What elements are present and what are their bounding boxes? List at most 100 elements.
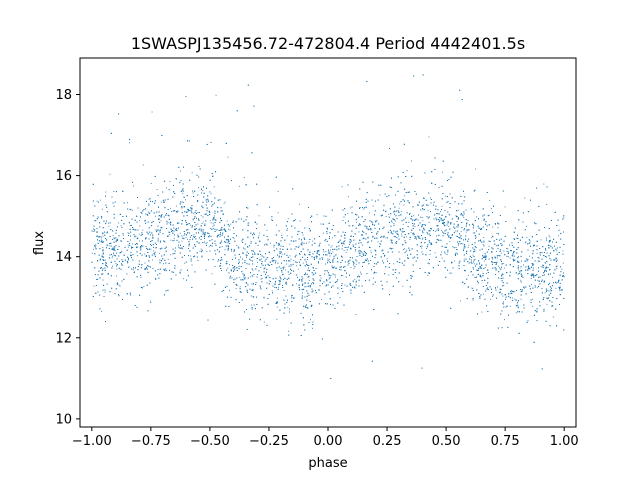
data-point	[117, 282, 118, 284]
data-point	[353, 268, 355, 270]
data-point	[393, 263, 395, 265]
data-point	[509, 305, 511, 307]
data-point	[331, 237, 333, 239]
data-point	[208, 246, 210, 248]
data-point	[402, 223, 404, 225]
data-point	[102, 235, 104, 237]
data-point	[212, 228, 214, 230]
data-point	[495, 223, 497, 225]
data-point	[518, 269, 520, 271]
data-point	[525, 293, 527, 295]
data-point	[115, 241, 117, 243]
data-point	[200, 228, 202, 230]
data-point	[490, 208, 492, 210]
data-point	[139, 225, 141, 227]
data-point	[356, 221, 357, 223]
data-point	[186, 238, 188, 240]
data-point	[266, 229, 268, 231]
data-point	[342, 220, 344, 221]
data-point	[150, 300, 152, 302]
data-point	[362, 208, 364, 210]
data-point	[180, 170, 182, 172]
data-point	[100, 199, 101, 201]
data-point	[116, 239, 117, 241]
data-point	[462, 243, 464, 245]
data-point	[362, 238, 364, 240]
data-point	[451, 272, 453, 274]
data-point	[155, 277, 157, 279]
data-point	[355, 249, 357, 251]
data-point	[379, 194, 381, 196]
data-point	[536, 252, 538, 254]
data-point	[483, 260, 485, 262]
data-point	[101, 310, 103, 312]
data-point	[544, 262, 546, 264]
data-point	[476, 216, 477, 218]
data-point	[259, 232, 261, 234]
data-point	[358, 231, 360, 233]
data-point	[401, 210, 403, 212]
data-point	[116, 268, 118, 270]
data-point	[152, 238, 154, 239]
data-point	[96, 200, 98, 202]
data-point	[410, 231, 412, 233]
data-point	[359, 240, 361, 242]
data-point	[497, 227, 499, 229]
data-point	[484, 256, 486, 258]
data-point	[508, 256, 510, 258]
data-point	[127, 232, 129, 234]
data-point	[236, 245, 238, 246]
data-point	[113, 191, 115, 192]
data-point	[403, 248, 405, 250]
data-point	[380, 243, 382, 245]
data-point	[318, 244, 320, 246]
data-point	[356, 260, 358, 262]
data-point	[132, 229, 134, 231]
data-point	[332, 260, 334, 262]
data-point	[111, 255, 113, 257]
data-point	[254, 252, 255, 254]
data-point	[367, 237, 369, 239]
data-point	[546, 204, 548, 206]
data-point	[191, 211, 193, 213]
data-point	[159, 232, 161, 234]
data-point	[257, 261, 258, 263]
data-point	[164, 241, 165, 242]
data-point	[502, 302, 504, 304]
data-point	[258, 215, 260, 217]
data-point	[148, 203, 150, 205]
data-point	[488, 214, 490, 216]
data-point	[302, 262, 304, 264]
data-point	[101, 208, 103, 210]
data-point	[156, 189, 158, 190]
data-point	[212, 226, 214, 228]
data-point	[223, 213, 225, 215]
data-point	[92, 228, 94, 230]
data-point	[532, 305, 534, 307]
data-point	[221, 240, 223, 242]
data-point	[344, 270, 346, 271]
data-point	[276, 270, 278, 272]
data-point	[558, 235, 560, 237]
data-point	[116, 275, 117, 277]
data-point	[176, 211, 178, 213]
data-point	[229, 264, 230, 266]
data-point	[402, 244, 404, 246]
data-point	[229, 289, 231, 291]
data-point	[506, 248, 508, 250]
data-point	[556, 268, 558, 270]
data-point	[252, 269, 254, 271]
data-point	[113, 247, 115, 249]
data-point	[226, 220, 228, 222]
data-point	[531, 284, 532, 286]
data-point	[209, 220, 211, 222]
data-point	[308, 280, 310, 282]
data-point	[331, 248, 333, 250]
data-point	[275, 302, 277, 304]
data-point	[405, 236, 407, 238]
data-point	[290, 258, 292, 260]
data-point	[445, 195, 447, 197]
data-point	[384, 211, 386, 213]
data-point	[182, 192, 184, 194]
data-point	[377, 241, 379, 243]
